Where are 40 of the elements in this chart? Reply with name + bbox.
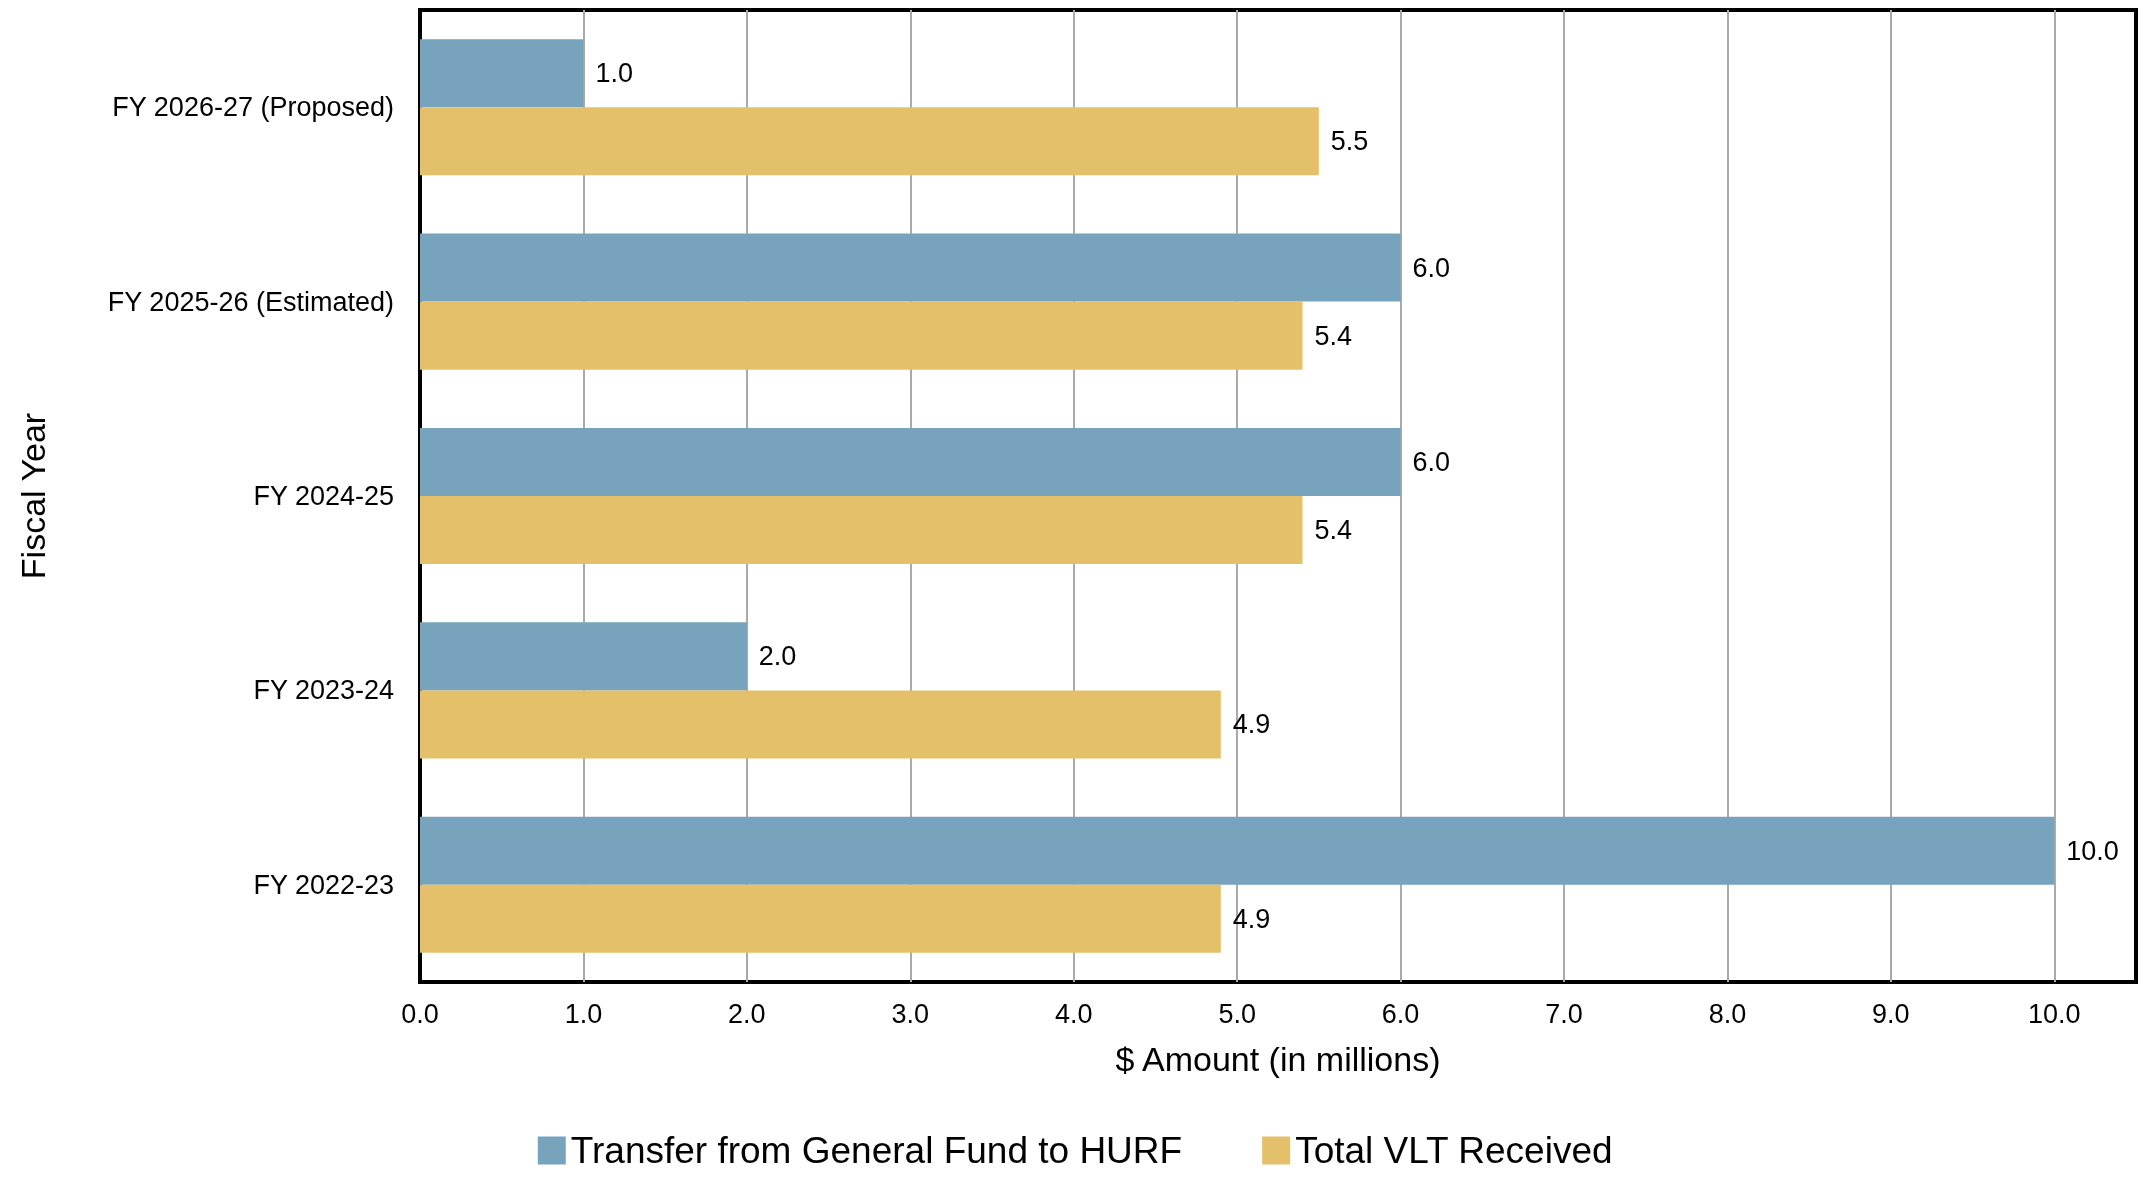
x-tick-label: 1.0 xyxy=(564,998,603,1029)
x-tick-label: 0.0 xyxy=(401,998,439,1029)
x-tick-label: 8.0 xyxy=(1708,998,1747,1029)
x-tick-label: 10.0 xyxy=(2028,998,2081,1029)
x-tick-label: 7.0 xyxy=(1545,998,1583,1029)
data-label: 4.9 xyxy=(1232,903,1271,934)
data-label: 4.9 xyxy=(1232,709,1271,740)
data-label: 5.5 xyxy=(1330,126,1369,157)
bar xyxy=(420,816,2055,885)
legend-label: Total VLT Received xyxy=(1295,1130,1613,1171)
data-label: 6.0 xyxy=(1412,446,1451,477)
data-label: 5.4 xyxy=(1314,320,1353,351)
x-tick-label: 5.0 xyxy=(1218,998,1256,1029)
y-tick-label: FY 2022-23 xyxy=(253,869,394,900)
y-axis-title: Fiscal Year xyxy=(14,412,52,580)
x-tick-label: 4.0 xyxy=(1054,998,1093,1029)
bar xyxy=(420,107,1319,176)
bar xyxy=(420,427,1401,496)
y-tick-label: FY 2026-27 (Proposed) xyxy=(112,92,394,123)
y-tick-label: FY 2024-25 xyxy=(253,481,394,511)
data-label: 1.0 xyxy=(595,58,633,89)
bar xyxy=(420,496,1303,565)
y-tick-label: FY 2023-24 xyxy=(253,675,394,706)
x-tick-label: 6.0 xyxy=(1381,998,1420,1029)
x-tick-label: 3.0 xyxy=(891,998,930,1029)
x-tick-label: 2.0 xyxy=(728,998,766,1029)
bar xyxy=(420,301,1303,370)
bar xyxy=(420,622,747,691)
bar xyxy=(420,233,1401,302)
data-label: 5.4 xyxy=(1314,515,1353,546)
data-label: 2.0 xyxy=(758,641,797,672)
bar xyxy=(420,39,584,108)
legend-label: Transfer from General Fund to HURF xyxy=(570,1130,1183,1171)
bar xyxy=(420,690,1221,759)
data-label: 10.0 xyxy=(2066,835,2119,866)
x-tick-label: 9.0 xyxy=(1872,998,1910,1029)
y-tick-label: FY 2025-26 (Estimated) xyxy=(107,286,394,317)
data-label: 6.0 xyxy=(1412,252,1451,283)
bar xyxy=(420,884,1221,953)
x-axis-title: $ Amount (in millions) xyxy=(1115,1040,1441,1078)
